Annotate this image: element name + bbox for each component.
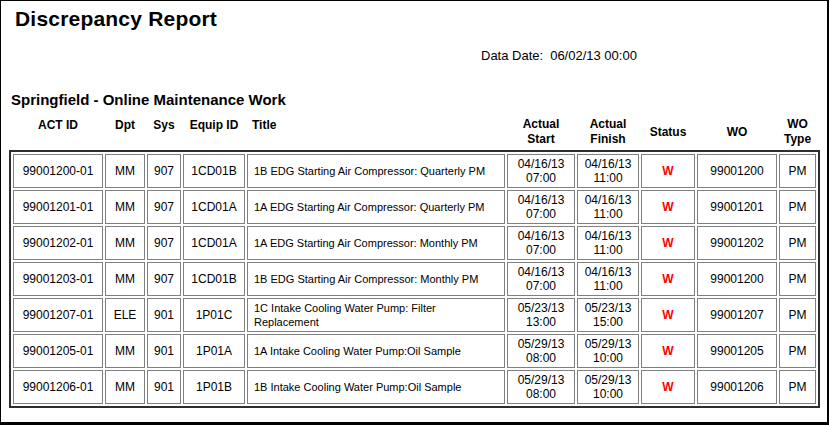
cell-wo_type: PM <box>779 226 816 260</box>
cell-actual_finish: 04/16/13 11:00 <box>577 262 639 296</box>
cell-status: W <box>641 226 695 260</box>
table-row: 99001203-01MM9071CD01B1B EDG Starting Ai… <box>13 262 816 296</box>
data-date-label: Data Date: <box>481 48 543 63</box>
cell-wo: 99001206 <box>697 370 777 404</box>
cell-sys: 907 <box>147 226 181 260</box>
cell-wo: 99001202 <box>697 226 777 260</box>
cell-wo: 99001205 <box>697 334 777 368</box>
report-table: 99001200-01MM9071CD01B1B EDG Starting Ai… <box>9 150 820 408</box>
col-header-dpt: Dpt <box>105 116 145 148</box>
cell-actual_start: 04/16/13 07:00 <box>507 190 575 224</box>
cell-title: 1A Intake Cooling Water Pump:Oil Sample <box>247 334 505 368</box>
cell-equip_id: 1P01C <box>183 298 245 332</box>
col-header-title: Title <box>247 116 505 148</box>
cell-title: 1B EDG Starting Air Compressor: Monthly … <box>247 262 505 296</box>
cell-dpt: MM <box>105 226 145 260</box>
table-row: 99001205-01MM9011P01A1A Intake Cooling W… <box>13 334 816 368</box>
cell-equip_id: 1CD01B <box>183 262 245 296</box>
col-header-wo: WO <box>697 116 777 148</box>
cell-title: 1B EDG Starting Air Compressor: Quarterl… <box>247 154 505 188</box>
table-row: 99001200-01MM9071CD01B1B EDG Starting Ai… <box>13 154 816 188</box>
cell-dpt: MM <box>105 154 145 188</box>
cell-actual_finish: 04/16/13 11:00 <box>577 226 639 260</box>
cell-actual_finish: 04/16/13 11:00 <box>577 190 639 224</box>
cell-actual_start: 05/23/13 13:00 <box>507 298 575 332</box>
cell-act_id: 99001200-01 <box>13 154 103 188</box>
cell-actual_start: 04/16/13 07:00 <box>507 226 575 260</box>
col-header-equip_id: Equip ID <box>183 116 245 148</box>
cell-act_id: 99001201-01 <box>13 190 103 224</box>
report-title: Discrepancy Report <box>15 7 827 31</box>
cell-wo: 99001207 <box>697 298 777 332</box>
report-page: Discrepancy Report Data Date: 06/02/13 00… <box>0 0 829 425</box>
col-header-actual_start: Actual Start <box>507 116 575 148</box>
col-header-status: Status <box>641 116 695 148</box>
table-row: 99001207-01ELE9011P01C1C Intake Cooling … <box>13 298 816 332</box>
cell-equip_id: 1P01A <box>183 334 245 368</box>
cell-title: 1A EDG Starting Air Compressor: Quarterl… <box>247 190 505 224</box>
col-header-act_id: ACT ID <box>13 116 103 148</box>
cell-actual_start: 05/29/13 08:00 <box>507 370 575 404</box>
cell-title: 1C Intake Cooling Water Pump: Filter Rep… <box>247 298 505 332</box>
cell-act_id: 99001206-01 <box>13 370 103 404</box>
cell-status: W <box>641 262 695 296</box>
cell-act_id: 99001207-01 <box>13 298 103 332</box>
cell-status: W <box>641 154 695 188</box>
cell-wo: 99001200 <box>697 262 777 296</box>
cell-sys: 901 <box>147 334 181 368</box>
cell-status: W <box>641 190 695 224</box>
cell-wo_type: PM <box>779 298 816 332</box>
cell-status: W <box>641 298 695 332</box>
cell-dpt: MM <box>105 370 145 404</box>
col-header-wo_type: WO Type <box>779 116 816 148</box>
cell-actual_finish: 05/29/13 10:00 <box>577 370 639 404</box>
col-header-actual_finish: Actual Finish <box>577 116 639 148</box>
cell-actual_start: 04/16/13 07:00 <box>507 262 575 296</box>
cell-wo_type: PM <box>779 334 816 368</box>
cell-wo_type: PM <box>779 370 816 404</box>
cell-wo: 99001201 <box>697 190 777 224</box>
cell-status: W <box>641 370 695 404</box>
cell-dpt: MM <box>105 262 145 296</box>
cell-act_id: 99001202-01 <box>13 226 103 260</box>
table-row: 99001201-01MM9071CD01A1A EDG Starting Ai… <box>13 190 816 224</box>
cell-sys: 901 <box>147 298 181 332</box>
cell-actual_finish: 04/16/13 11:00 <box>577 154 639 188</box>
cell-act_id: 99001203-01 <box>13 262 103 296</box>
cell-wo_type: PM <box>779 262 816 296</box>
cell-actual_start: 04/16/13 07:00 <box>507 154 575 188</box>
cell-equip_id: 1CD01A <box>183 190 245 224</box>
cell-title: 1B Intake Cooling Water Pump:Oil Sample <box>247 370 505 404</box>
table-row: 99001202-01MM9071CD01A1A EDG Starting Ai… <box>13 226 816 260</box>
cell-status: W <box>641 334 695 368</box>
cell-actual_start: 05/29/13 08:00 <box>507 334 575 368</box>
cell-act_id: 99001205-01 <box>13 334 103 368</box>
cell-actual_finish: 05/23/13 15:00 <box>577 298 639 332</box>
cell-equip_id: 1CD01A <box>183 226 245 260</box>
section-title: Springfield - Online Maintenance Work <box>11 91 827 108</box>
cell-sys: 901 <box>147 370 181 404</box>
cell-dpt: MM <box>105 190 145 224</box>
cell-sys: 907 <box>147 190 181 224</box>
data-date-value: 06/02/13 00:00 <box>550 48 637 63</box>
cell-equip_id: 1CD01B <box>183 154 245 188</box>
col-header-sys: Sys <box>147 116 181 148</box>
cell-wo_type: PM <box>779 154 816 188</box>
table-row: 99001206-01MM9011P01B1B Intake Cooling W… <box>13 370 816 404</box>
header-row: ACT IDDptSysEquip IDTitleActual StartAct… <box>13 116 816 148</box>
cell-wo_type: PM <box>779 190 816 224</box>
data-date: Data Date: 06/02/13 00:00 <box>481 48 827 63</box>
cell-sys: 907 <box>147 262 181 296</box>
cell-dpt: MM <box>105 334 145 368</box>
cell-title: 1A EDG Starting Air Compressor: Monthly … <box>247 226 505 260</box>
cell-equip_id: 1P01B <box>183 370 245 404</box>
report-table-header: ACT IDDptSysEquip IDTitleActual StartAct… <box>11 114 818 150</box>
cell-sys: 907 <box>147 154 181 188</box>
cell-dpt: ELE <box>105 298 145 332</box>
cell-actual_finish: 05/29/13 10:00 <box>577 334 639 368</box>
cell-wo: 99001200 <box>697 154 777 188</box>
